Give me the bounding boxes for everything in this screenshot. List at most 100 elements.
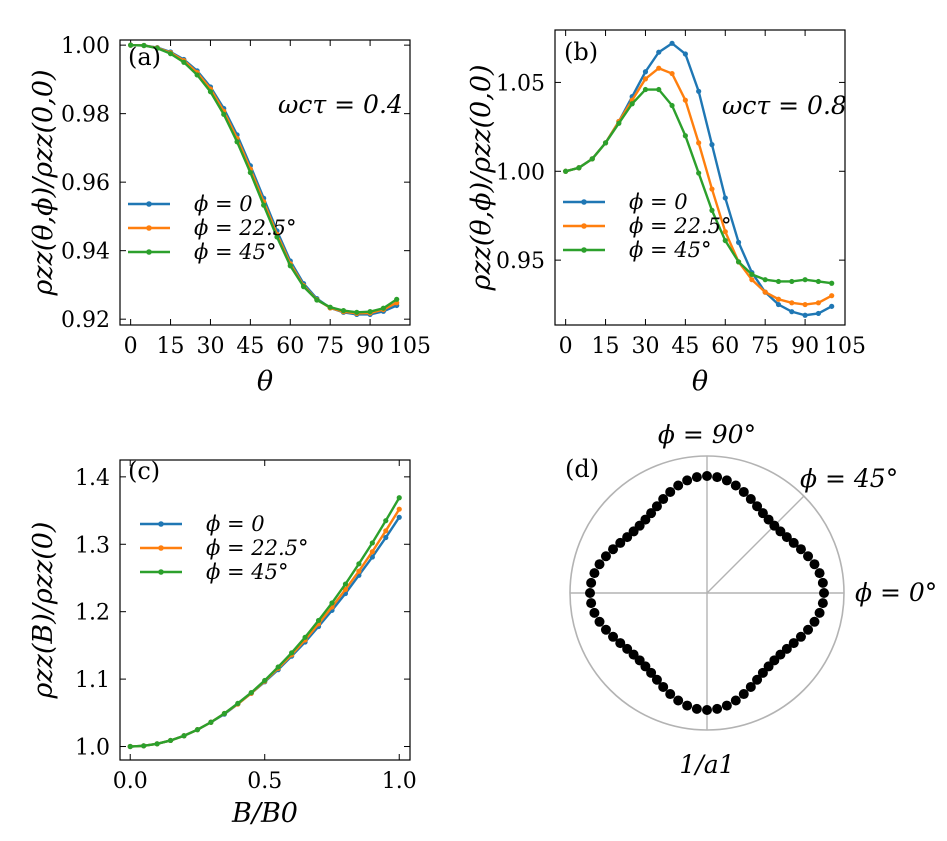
data-point xyxy=(669,70,675,77)
polar-point xyxy=(752,501,763,512)
data-point xyxy=(221,111,227,117)
polar-point xyxy=(803,551,814,562)
data-point xyxy=(656,86,662,93)
data-point xyxy=(300,284,307,290)
data-point xyxy=(696,140,702,146)
data-point xyxy=(709,207,715,213)
y-tick-label: 1.05 xyxy=(496,71,545,96)
y-tick-label: 0.94 xyxy=(61,240,110,265)
data-point xyxy=(274,234,280,240)
x-tick-label: 15 xyxy=(592,334,620,359)
data-point xyxy=(287,263,293,269)
y-tick-label: 1.00 xyxy=(496,160,545,185)
polar-point xyxy=(600,551,611,562)
polar-point xyxy=(702,471,712,481)
plot-frame xyxy=(119,459,411,761)
polar-point xyxy=(795,631,806,642)
polar-point xyxy=(622,532,633,543)
data-point xyxy=(167,737,174,744)
data-point xyxy=(802,301,808,308)
radial-label: 1/a1 xyxy=(679,750,734,779)
data-point xyxy=(775,301,782,308)
data-point xyxy=(207,89,214,95)
legend-marker xyxy=(581,199,587,205)
series-line xyxy=(130,43,398,316)
annotation: ωcτ = 0.4 xyxy=(278,90,403,119)
data-point xyxy=(383,534,389,541)
data-point xyxy=(194,727,201,733)
series-0 xyxy=(128,42,400,317)
x-tick-label: 45 xyxy=(671,334,699,359)
x-tick-label: 0 xyxy=(559,334,573,359)
data-point xyxy=(315,617,322,624)
data-point xyxy=(735,259,742,265)
y-tick-label: 1.3 xyxy=(75,533,110,558)
data-point xyxy=(735,239,742,245)
legend-label: ϕ = 22.5° xyxy=(206,536,309,560)
polar-point xyxy=(651,674,662,685)
data-point xyxy=(669,40,675,46)
x-tick-label: 30 xyxy=(631,334,659,359)
data-point xyxy=(396,514,402,520)
x-tick-label: 0.0 xyxy=(113,769,148,794)
polar-point xyxy=(730,695,741,706)
data-point xyxy=(394,296,400,302)
polar-point xyxy=(691,472,702,483)
y-tick-label: 0.95 xyxy=(496,249,545,274)
polar-point xyxy=(781,643,792,654)
data-point xyxy=(589,156,595,162)
polar-point xyxy=(745,681,756,692)
legend-label: ϕ = 45° xyxy=(194,240,276,264)
data-point xyxy=(722,229,728,235)
data-point xyxy=(656,65,662,71)
x-axis-label: B/B0 xyxy=(231,798,298,829)
polar-point xyxy=(702,705,712,715)
y-axis-label: ρzz(B)/ρzz(0) xyxy=(28,522,59,700)
annotation: ωcτ = 0.8 xyxy=(722,91,847,120)
data-point xyxy=(563,168,569,174)
polar-point xyxy=(795,544,806,555)
polar-point xyxy=(809,559,820,570)
legend-label: ϕ = 22.5° xyxy=(629,214,732,238)
data-point xyxy=(682,97,688,103)
polar-point xyxy=(682,475,693,486)
data-point xyxy=(829,303,835,309)
y-tick-label: 1.00 xyxy=(61,34,110,59)
polar-point xyxy=(721,700,732,711)
polar-point xyxy=(814,607,825,618)
x-tick-label: 45 xyxy=(236,334,264,359)
data-point xyxy=(696,170,702,176)
polar-point xyxy=(691,703,702,714)
data-point xyxy=(749,277,755,283)
data-point xyxy=(722,237,728,244)
polar-point xyxy=(809,616,820,627)
panel-d: (d) ϕ = 90° ϕ = 45° ϕ = 0° 1/a1 xyxy=(565,420,937,779)
data-point xyxy=(602,140,609,146)
x-tick-label: 90 xyxy=(791,334,819,359)
polar-point xyxy=(738,689,749,700)
y-tick-label: 0.96 xyxy=(61,171,110,196)
data-point xyxy=(167,51,174,57)
polar-point xyxy=(594,616,605,627)
series-2 xyxy=(127,495,402,750)
data-point xyxy=(235,700,241,706)
data-point xyxy=(262,677,268,684)
panel-tag: (c) xyxy=(128,457,160,485)
data-point xyxy=(247,169,253,176)
data-point xyxy=(221,710,227,717)
data-point xyxy=(815,278,821,285)
polar-point xyxy=(658,494,669,505)
data-point xyxy=(369,549,375,555)
series-line xyxy=(130,43,398,315)
data-point xyxy=(356,561,362,567)
data-point xyxy=(709,186,715,192)
polar-point xyxy=(775,649,786,660)
series-2 xyxy=(563,86,835,286)
data-point xyxy=(248,689,254,696)
polar-point xyxy=(730,480,741,491)
polar-point xyxy=(646,508,657,519)
data-point xyxy=(356,568,362,574)
x-tick-label: 15 xyxy=(157,334,185,359)
legend-marker xyxy=(581,223,587,229)
data-point xyxy=(181,733,187,739)
